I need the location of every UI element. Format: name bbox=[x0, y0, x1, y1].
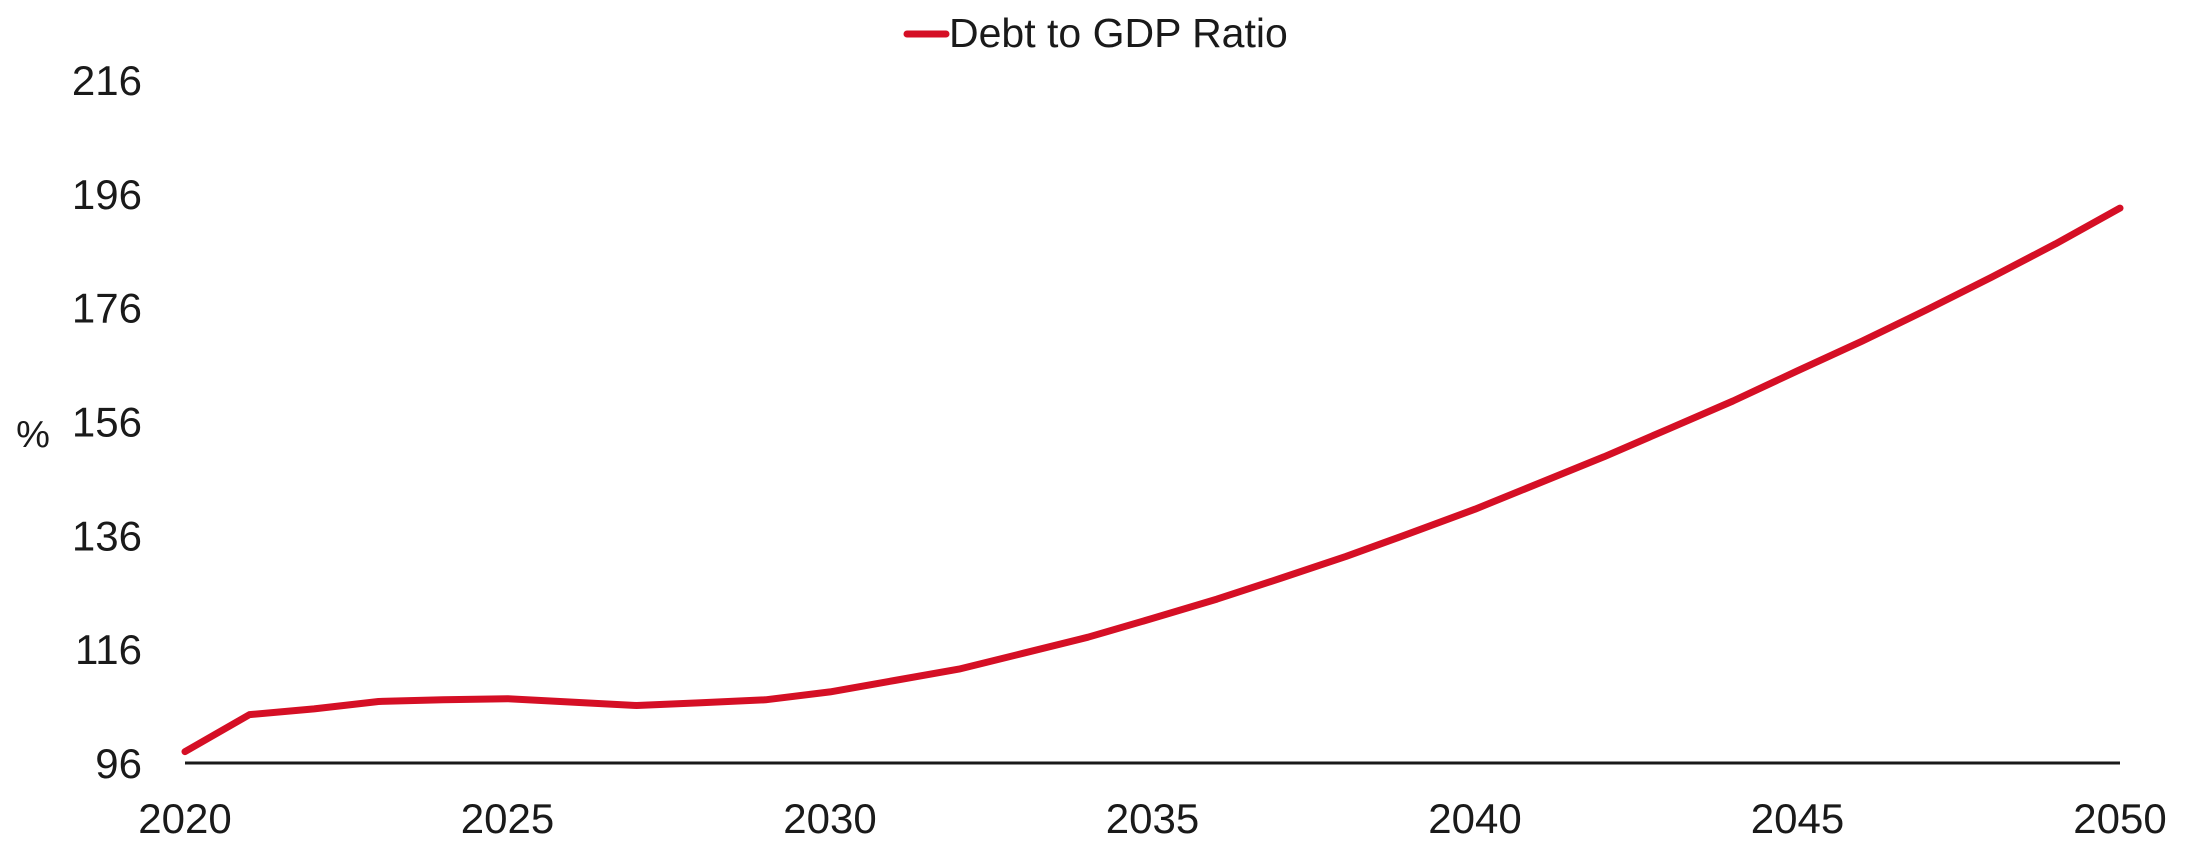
x-tick-label: 2050 bbox=[2073, 795, 2166, 842]
y-tick-label: 116 bbox=[75, 626, 142, 673]
y-tick-label: 196 bbox=[72, 171, 142, 218]
y-axis-ticks: 96 116 136 156 176 196 216 bbox=[72, 57, 142, 787]
y-tick-label: 96 bbox=[95, 740, 142, 787]
y-tick-label: 216 bbox=[72, 57, 142, 104]
x-tick-label: 2045 bbox=[1751, 795, 1844, 842]
x-tick-label: 2030 bbox=[783, 795, 876, 842]
y-tick-label: 136 bbox=[72, 512, 142, 559]
x-axis-ticks: 2020 2025 2030 2035 2040 2045 2050 bbox=[138, 795, 2166, 842]
legend: Debt to GDP Ratio bbox=[903, 10, 1288, 56]
y-axis-label: % bbox=[16, 414, 50, 456]
y-tick-label: 176 bbox=[72, 285, 142, 332]
x-tick-label: 2040 bbox=[1428, 795, 1521, 842]
x-tick-label: 2035 bbox=[1106, 795, 1199, 842]
x-tick-label: 2025 bbox=[461, 795, 554, 842]
legend-label: Debt to GDP Ratio bbox=[949, 10, 1288, 56]
y-tick-label: 156 bbox=[72, 399, 142, 446]
series-line-debt-to-gdp bbox=[181, 204, 2124, 756]
x-tick-label: 2020 bbox=[138, 795, 231, 842]
